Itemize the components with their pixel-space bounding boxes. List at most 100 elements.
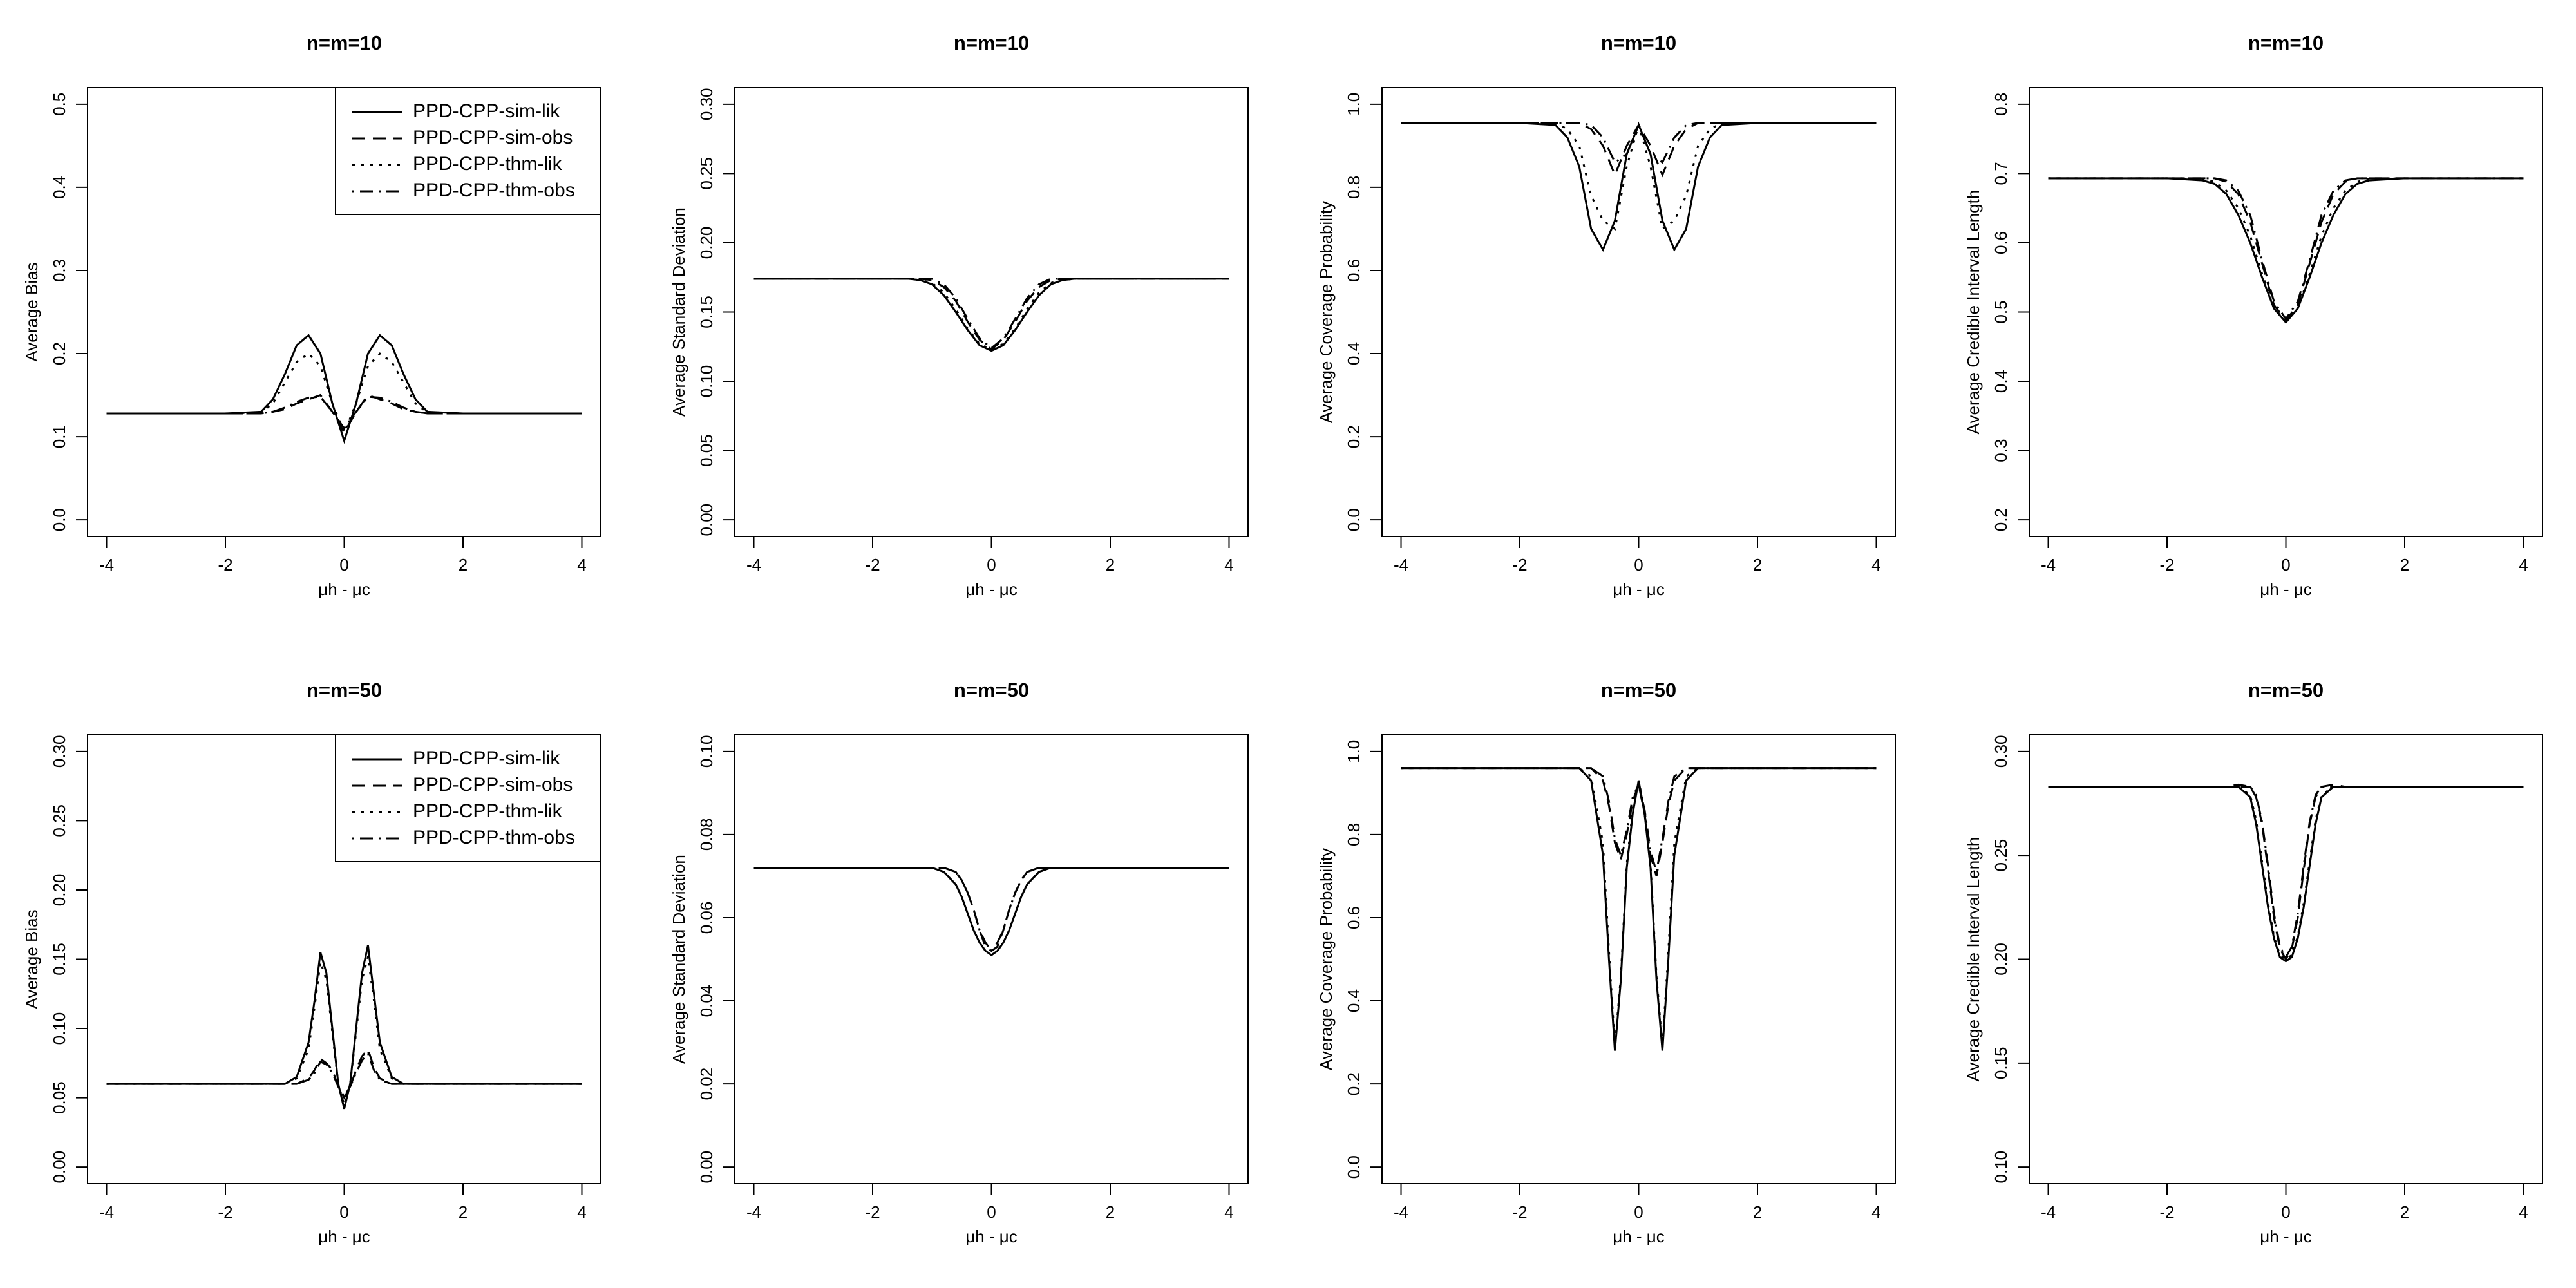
series-line [106, 1047, 582, 1100]
x-tick-label: -2 [2159, 1202, 2174, 1222]
plot-frame [2029, 87, 2543, 537]
y-tick-label: 0.00 [697, 504, 716, 536]
x-tick-label: 0 [339, 1202, 348, 1222]
x-tick-label: 0 [987, 1202, 996, 1222]
chart-panel: n=m=50 μh - μc Average Credible Interval L… [1964, 679, 2543, 1246]
x-tick-label: -4 [2041, 1202, 2056, 1222]
x-tick-label: 2 [1753, 1202, 1762, 1222]
y-tick-label: 0.0 [1344, 1155, 1363, 1179]
series-line [2048, 177, 2524, 324]
series-line [2048, 783, 2524, 961]
x-tick-label: -2 [218, 555, 232, 574]
y-tick-label: 0.30 [1991, 735, 2011, 768]
y-tick-label: 0.3 [50, 259, 69, 282]
x-tick-label: 2 [2400, 555, 2409, 574]
series-line [106, 334, 582, 444]
y-tick-label: 0.20 [1991, 943, 2011, 976]
x-tick-label: 4 [1871, 1202, 1880, 1222]
y-tick-label: 0.08 [697, 819, 716, 851]
plot-frame [734, 87, 1249, 537]
legend-label: PPD-CPP-thm-lik [413, 153, 563, 175]
y-tick-label: 0.20 [50, 874, 69, 907]
y-tick-label: 0.20 [697, 227, 716, 260]
x-tick-label: 4 [577, 555, 586, 574]
y-tick-label: 0.7 [1991, 162, 2011, 185]
y-tick-label: 0.02 [697, 1068, 716, 1101]
y-tick-label: 0.2 [1991, 508, 2011, 531]
plot-frame [1381, 87, 1896, 537]
series-line [1401, 767, 1877, 876]
y-tick-label: 1.0 [1344, 93, 1363, 116]
x-axis-label: μh - μc [318, 580, 370, 599]
y-axis-label: Average Credible Interval Length [1964, 837, 1983, 1082]
chart-title: n=m=50 [1601, 679, 1676, 701]
x-axis-label: μh - μc [965, 1227, 1018, 1246]
legend-label: PPD-CPP-sim-obs [413, 127, 573, 148]
y-tick-label: 0.6 [1344, 259, 1363, 282]
y-tick-label: 0.8 [1344, 823, 1363, 846]
chart-panel: n=m=50 μh - μc Average Bias -4 -2 0 2 4 0.00 0.05… [22, 679, 601, 1246]
chart-title: n=m=50 [954, 679, 1029, 701]
y-tick-label: 0.04 [697, 985, 716, 1018]
y-tick-label: 0.0 [50, 508, 69, 531]
y-tick-label: 0.2 [50, 342, 69, 365]
x-tick-label: -4 [746, 555, 761, 574]
legend-box [335, 87, 601, 215]
chart-title: n=m=50 [2248, 679, 2324, 701]
y-tick-label: 0.5 [1991, 300, 2011, 323]
y-tick-label: 0.3 [1991, 439, 2011, 462]
series-line [2048, 177, 2524, 321]
series-line [1401, 121, 1877, 231]
x-tick-label: -4 [746, 1202, 761, 1222]
series-line [106, 352, 582, 435]
x-tick-label: 0 [1634, 555, 1643, 574]
y-axis-label: Average Standard Deviation [669, 855, 688, 1064]
y-tick-label: 1.0 [1344, 740, 1363, 763]
y-tick-label: 0.05 [697, 434, 716, 467]
x-tick-label: 4 [577, 1202, 586, 1222]
y-tick-label: 0.30 [697, 88, 716, 121]
series-line [1401, 122, 1877, 164]
chart-panel: n=m=10 μh - μc Average Standard Deviation -… [669, 32, 1249, 599]
series-line [753, 867, 1229, 953]
x-tick-label: -4 [99, 1202, 114, 1222]
series-line [2048, 786, 2524, 961]
y-tick-label: 0.10 [697, 735, 716, 768]
y-tick-label: 0.15 [50, 943, 69, 976]
y-tick-label: 0.1 [50, 425, 69, 448]
x-tick-label: -4 [1394, 555, 1408, 574]
y-tick-label: 0.15 [1991, 1047, 2011, 1080]
x-axis-label: μh - μc [2260, 1227, 2312, 1246]
x-tick-label: 2 [459, 1202, 468, 1222]
y-tick-label: 0.10 [50, 1012, 69, 1045]
y-tick-label: 0.00 [697, 1151, 716, 1184]
x-tick-label: 0 [2281, 555, 2290, 574]
chart-title: n=m=10 [307, 32, 382, 54]
series-line [106, 945, 582, 1110]
legend-box [335, 734, 601, 862]
chart-panel: n=m=50 μh - μc Average Coverage Probabilit… [1316, 679, 1896, 1246]
chart-panel: n=m=10 μh - μc Average Coverage Probabilit… [1316, 32, 1896, 599]
x-tick-label: 2 [2400, 1202, 2409, 1222]
y-tick-label: 0.00 [50, 1151, 69, 1184]
series-line [753, 867, 1229, 956]
plot-frame [734, 734, 1249, 1184]
series-line [753, 278, 1229, 350]
y-tick-label: 0.2 [1344, 425, 1363, 448]
y-axis-label: Average Bias [22, 262, 41, 361]
chart-title: n=m=10 [2248, 32, 2324, 54]
x-tick-label: 2 [1106, 1202, 1115, 1222]
legend-label: PPD-CPP-sim-lik [413, 100, 560, 122]
x-axis-label: μh - μc [1613, 580, 1665, 599]
y-axis-label: Average Coverage Probability [1316, 848, 1336, 1070]
legend: PPD-CPP-sim-lik PPD-CPP-sim-obs PPD-CPP-th… [335, 87, 601, 215]
series-line [106, 956, 582, 1108]
y-tick-label: 0.8 [1991, 93, 2011, 116]
series-line [753, 278, 1229, 351]
legend-label: PPD-CPP-thm-lik [413, 800, 563, 822]
chart-title: n=m=50 [307, 679, 382, 701]
x-axis-label: μh - μc [1613, 1227, 1665, 1246]
x-tick-label: -4 [1394, 1202, 1408, 1222]
x-tick-label: -2 [1512, 555, 1527, 574]
